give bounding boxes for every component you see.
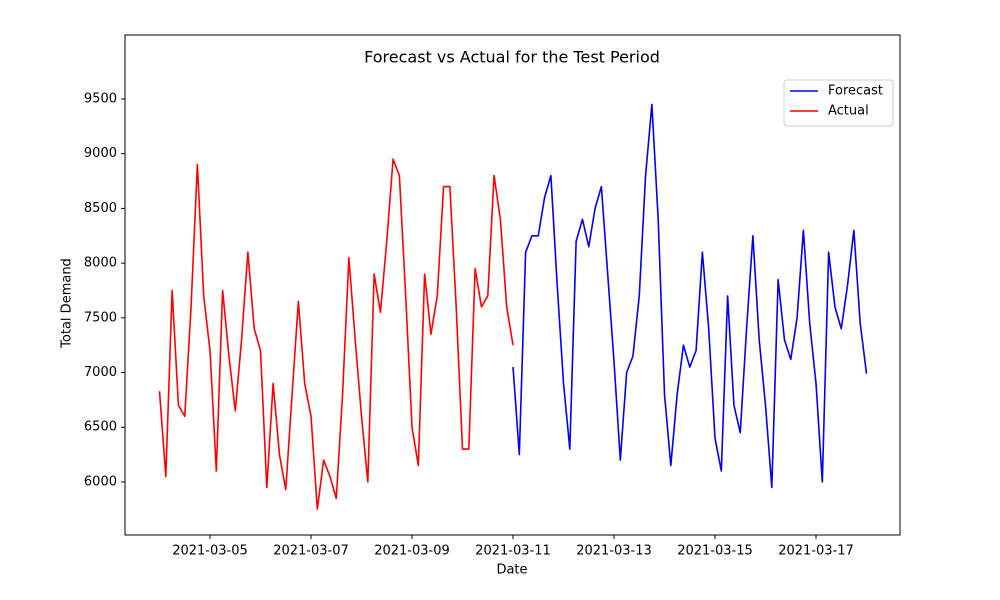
y-axis-label: Total Demand: [60, 258, 75, 349]
x-tick-label: 2021-03-11: [475, 544, 551, 559]
x-tick-label: 2021-03-17: [778, 544, 854, 559]
series-line: [158, 158, 514, 511]
y-tick-label: 9500: [84, 92, 117, 107]
x-tick-label: 2021-03-05: [172, 544, 248, 559]
x-tick-label: 2021-03-09: [374, 544, 450, 559]
x-axis-label: Date: [496, 563, 527, 578]
y-tick-label: 6500: [84, 420, 117, 435]
y-tick-label: 7000: [84, 365, 117, 380]
legend: Forecast Actual: [783, 79, 894, 127]
series-line: [512, 103, 868, 489]
y-tick-label: 8000: [84, 256, 117, 271]
legend-label: Forecast: [828, 84, 883, 99]
y-tick-label: 6000: [84, 474, 117, 489]
y-tick-label: 9000: [84, 146, 117, 161]
x-tick-label: 2021-03-15: [677, 544, 753, 559]
legend-label: Actual: [828, 104, 869, 119]
y-tick-label: 7500: [84, 310, 117, 325]
x-tick-label: 2021-03-07: [273, 544, 349, 559]
plot-frame: [124, 34, 901, 536]
y-tick-label: 8500: [84, 201, 117, 216]
x-tick-label: 2021-03-13: [576, 544, 652, 559]
chart-title: Forecast vs Actual for the Test Period: [364, 48, 660, 67]
